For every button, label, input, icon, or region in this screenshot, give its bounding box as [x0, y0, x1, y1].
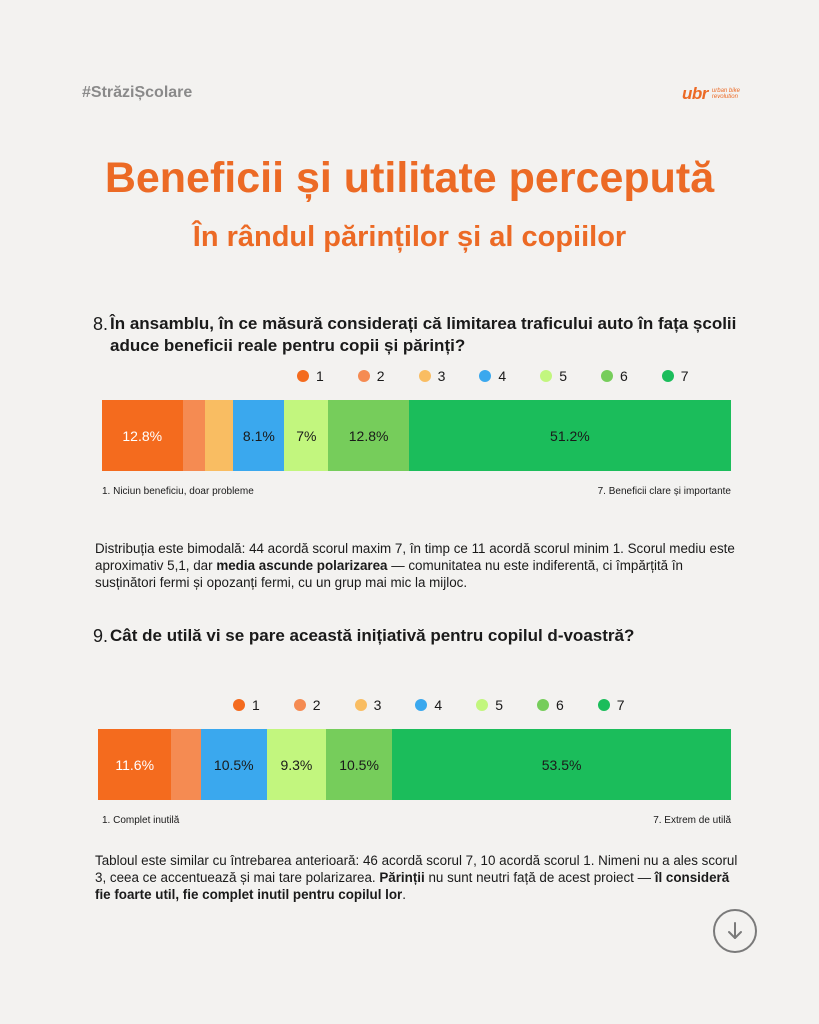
question-8-number: 8. — [93, 314, 109, 334]
data-label-7: 53.5% — [541, 756, 582, 773]
page-title: Beneficii și utilitate percepută — [104, 154, 715, 202]
bar-segment-7: 51.2% — [408, 400, 731, 471]
legend-dot-2 — [357, 370, 370, 382]
legend-item-5: 5 — [540, 368, 567, 384]
legend-dot-5 — [540, 370, 553, 382]
bar-segment-2 — [182, 400, 205, 471]
data-label-5: 7% — [296, 427, 317, 444]
legend-dot-1 — [233, 699, 245, 711]
data-label-5: 9.3% — [280, 756, 313, 773]
chart-9-bar: 11.6% 10.5% 9.3% 10.5% 53.5% — [98, 729, 731, 800]
bar-segment-6: 10.5% — [325, 729, 393, 800]
chart-8-desc-bold: media ascunde polarizarea — [216, 558, 388, 573]
legend-label-7: 7 — [616, 697, 625, 713]
chart-9-min-label: 1. Complet inutilă — [102, 815, 180, 826]
chart-9-max-label: 7. Extrem de utilă — [653, 815, 731, 826]
legend-label-4: 4 — [434, 697, 443, 713]
chart-9-desc-part3: . — [402, 887, 406, 902]
legend-label-2: 2 — [312, 697, 321, 713]
chart-9-desc-part2: nu sunt neutri față de acest proiect — — [424, 870, 655, 885]
data-label-7: 51.2% — [550, 427, 590, 444]
chart-9-description: Tabloul este similar cu întrebarea anter… — [95, 852, 745, 903]
legend-label-5: 5 — [559, 368, 567, 384]
legend-label-6: 6 — [619, 368, 628, 384]
data-label-4: 8.1% — [242, 427, 275, 444]
chart-9-desc-part1: Tabloul este similar cu întrebarea anter… — [95, 853, 738, 885]
logo-mark: ubr — [682, 84, 708, 103]
data-label-1: 12.8% — [122, 427, 163, 444]
legend-dot-3 — [354, 699, 367, 711]
legend-label-5: 5 — [495, 697, 503, 713]
chart-8-max-label: 7. Beneficii clare și importante — [597, 486, 731, 497]
ubr-logo: ubr urban bike revolution — [682, 84, 758, 104]
data-label-6: 12.8% — [348, 427, 389, 444]
legend-item-3: 3 — [354, 697, 382, 713]
data-label-6: 10.5% — [339, 756, 379, 773]
legend-item-1: 1 — [233, 697, 260, 713]
bar-segment-6: 12.8% — [328, 400, 409, 471]
bar-segment-4: 10.5% — [200, 729, 267, 800]
legend-dot-7 — [597, 699, 610, 711]
chart-8-legend: 1 2 3 4 5 6 7 — [297, 368, 689, 384]
legend-dot-6 — [600, 370, 613, 382]
legend-dot-4 — [415, 699, 428, 711]
legend-dot-1 — [297, 370, 309, 382]
page-subtitle: În rândul părinților și al copiilor — [192, 221, 627, 253]
question-9: 9. Cât de utilă vi se pare această iniți… — [93, 625, 753, 647]
legend-dot-5 — [476, 699, 489, 711]
legend-item-4: 4 — [415, 697, 442, 713]
legend-item-6: 6 — [600, 368, 628, 384]
legend-item-7: 7 — [597, 697, 625, 713]
chart-9-desc-bold2: îl consideră fie foarte util, fie comple… — [95, 870, 730, 902]
question-9-number: 9. — [93, 626, 109, 646]
chart-8-desc-part2: — comunitatea nu este indiferentă, ci îm… — [95, 558, 684, 590]
legend-item-1: 1 — [297, 368, 324, 384]
legend-item-2: 2 — [293, 697, 321, 713]
bar-segment-3 — [204, 400, 234, 471]
bar-segment-1: 12.8% — [102, 400, 183, 471]
legend-label-4: 4 — [498, 368, 507, 384]
question-8-text: În ansamblu, în ce măsură considerați că… — [110, 314, 737, 355]
logo-tagline: urban bike revolution — [711, 88, 740, 100]
bar-segment-4: 8.1% — [233, 400, 285, 471]
legend-label-1: 1 — [316, 368, 324, 384]
chart-9-legend: 1 2 3 4 5 6 7 — [233, 697, 625, 713]
legend-item-2: 2 — [357, 368, 385, 384]
hashtag: #StrăziȘcolare — [82, 84, 193, 101]
data-label-1: 11.6% — [115, 756, 155, 773]
legend-dot-4 — [479, 370, 492, 382]
bar-segment-5: 7% — [284, 400, 329, 471]
chart-8-desc-part1: Distribuția este bimodală: 44 acordă sco… — [95, 541, 735, 573]
legend-label-6: 6 — [555, 697, 564, 713]
legend-label-3: 3 — [373, 697, 382, 713]
legend-item-3: 3 — [418, 368, 446, 384]
scroll-down-button[interactable] — [713, 909, 757, 953]
legend-label-1: 1 — [252, 697, 260, 713]
question-8: 8. În ansamblu, în ce măsură considerați… — [93, 313, 753, 357]
bar-segment-7: 53.5% — [392, 729, 731, 800]
chart-9-desc-bold1: Părinții — [379, 870, 425, 885]
chart-8-min-label: 1. Niciun beneficiu, doar probleme — [102, 486, 254, 497]
legend-dot-6 — [536, 699, 549, 711]
legend-label-7: 7 — [680, 368, 689, 384]
legend-item-5: 5 — [476, 697, 503, 713]
bar-segment-5: 9.3% — [266, 729, 326, 800]
legend-dot-3 — [418, 370, 431, 382]
legend-dot-7 — [661, 370, 674, 382]
bar-segment-1: 11.6% — [98, 729, 172, 800]
bar-segment-2 — [171, 729, 201, 800]
arrow-down-icon — [728, 922, 742, 939]
legend-item-7: 7 — [661, 368, 689, 384]
legend-item-4: 4 — [479, 368, 506, 384]
question-9-text: Cât de utilă vi se pare această inițiati… — [110, 626, 635, 645]
chart-8-bar: 12.8% 8.1% 7% 12.8% 51.2% — [102, 400, 731, 471]
legend-item-6: 6 — [536, 697, 564, 713]
data-label-4: 10.5% — [213, 756, 254, 773]
legend-label-3: 3 — [437, 368, 446, 384]
legend-dot-2 — [293, 699, 306, 711]
chart-8-description: Distribuția este bimodală: 44 acordă sco… — [95, 540, 745, 591]
legend-label-2: 2 — [376, 368, 385, 384]
